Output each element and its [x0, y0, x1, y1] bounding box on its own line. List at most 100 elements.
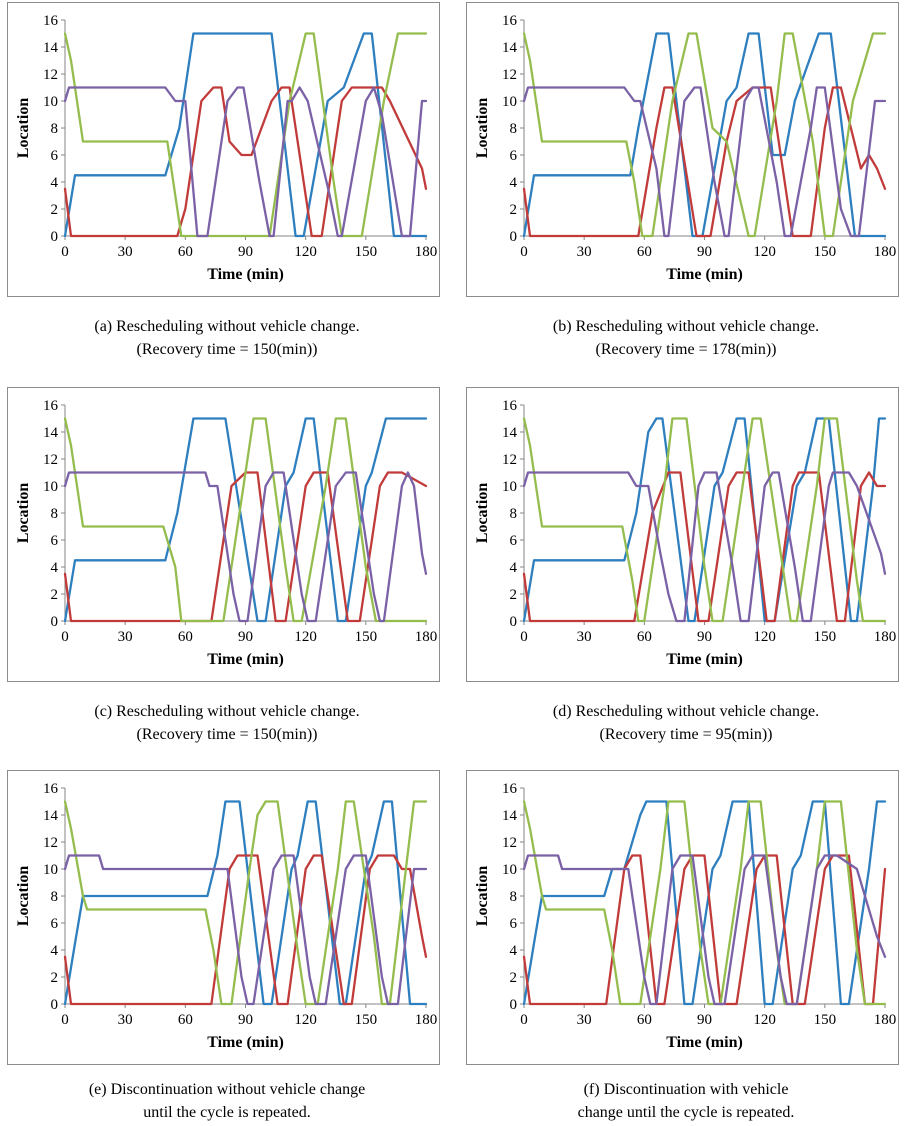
y-axis-title: Location	[15, 866, 32, 927]
x-tick-label: 180	[874, 244, 897, 260]
x-tick-label: 90	[697, 629, 712, 645]
y-tick-label: 16	[502, 781, 518, 797]
series-line-blue	[522, 417, 887, 623]
series-line-red	[63, 854, 428, 1006]
y-axis-title: Location	[474, 483, 491, 544]
x-tick-label: 90	[697, 244, 712, 260]
y-tick-label: 14	[502, 808, 518, 824]
x-tick-label: 150	[814, 629, 837, 645]
caption-line-2: (Recovery time = 95(min))	[599, 726, 773, 743]
x-tick-label: 0	[61, 629, 69, 645]
caption: (d) Rescheduling without vehicle change.…	[466, 700, 906, 746]
series-line-purple	[522, 471, 887, 623]
chart-frame: 0 2 4 6 8 10 12 14 16 0 30 60 90 120 150 180 Time (min) L…	[7, 387, 440, 682]
x-tick-label: 150	[814, 244, 837, 260]
y-tick-label: 6	[510, 533, 518, 549]
y-tick-label: 6	[510, 148, 518, 164]
x-tick-label: 150	[814, 1012, 837, 1028]
series-line-green	[522, 417, 887, 623]
x-tick-label: 120	[294, 244, 317, 260]
y-tick-label: 2	[51, 970, 59, 986]
line-chart: 0 2 4 6 8 10 12 14 16 0 30 60 90 120 150 180 Time (min) L…	[15, 781, 438, 1051]
y-tick-label: 6	[51, 533, 59, 549]
x-tick-label: 60	[178, 629, 193, 645]
x-tick-label: 150	[355, 629, 378, 645]
y-tick-label: 8	[51, 121, 59, 137]
caption-line-1: (b) Rescheduling without vehicle change.	[552, 318, 820, 335]
x-tick-label: 30	[118, 244, 133, 260]
caption: (c) Rescheduling without vehicle change.…	[7, 700, 447, 746]
y-tick-label: 6	[51, 916, 59, 932]
caption-line-1: (f) Discontinuation with vehicle	[583, 1081, 789, 1098]
chart-frame: 0 2 4 6 8 10 12 14 16 0 30 60 90 120 150 180 Time (min) L…	[466, 2, 899, 297]
y-tick-label: 16	[502, 398, 518, 414]
y-tick-label: 4	[51, 175, 59, 191]
x-tick-label: 180	[874, 1012, 897, 1028]
x-tick-label: 0	[61, 1012, 69, 1028]
x-axis-title: Time (min)	[666, 651, 743, 668]
series-line-purple	[63, 854, 428, 1006]
y-tick-label: 2	[51, 202, 59, 218]
y-tick-label: 16	[502, 13, 518, 29]
caption-line-2: (Recovery time = 150(min))	[136, 341, 318, 358]
y-tick-label: 16	[43, 781, 59, 797]
series-line-blue	[522, 32, 887, 238]
y-tick-label: 14	[43, 808, 59, 824]
y-tick-label: 4	[51, 943, 59, 959]
x-tick-label: 0	[520, 1012, 528, 1028]
series-line-green	[522, 32, 887, 238]
y-tick-label: 0	[510, 614, 518, 630]
y-tick-label: 2	[510, 202, 518, 218]
y-tick-label: 2	[510, 970, 518, 986]
y-tick-label: 0	[51, 229, 59, 245]
y-tick-label: 6	[51, 148, 59, 164]
y-tick-label: 8	[51, 506, 59, 522]
line-chart: 0 2 4 6 8 10 12 14 16 0 30 60 90 120 150 180 Time (min) L…	[474, 398, 897, 668]
y-tick-label: 16	[43, 13, 59, 29]
y-tick-label: 14	[43, 425, 59, 441]
x-tick-label: 180	[415, 629, 438, 645]
x-tick-label: 60	[637, 1012, 652, 1028]
x-tick-label: 90	[238, 244, 253, 260]
y-tick-label: 4	[510, 175, 518, 191]
y-tick-label: 12	[502, 452, 517, 468]
x-tick-label: 30	[118, 1012, 133, 1028]
y-tick-label: 6	[510, 916, 518, 932]
y-tick-label: 10	[502, 862, 517, 878]
caption: (e) Discontinuation without vehicle chan…	[7, 1078, 447, 1124]
y-tick-label: 12	[43, 452, 58, 468]
series-line-green	[63, 32, 428, 238]
x-tick-label: 120	[753, 629, 776, 645]
x-tick-label: 120	[294, 629, 317, 645]
caption-line-2: (Recovery time = 150(min))	[136, 726, 318, 743]
x-tick-label: 120	[294, 1012, 317, 1028]
x-tick-label: 60	[178, 244, 193, 260]
y-tick-label: 10	[43, 862, 58, 878]
y-tick-label: 14	[502, 425, 518, 441]
x-tick-label: 90	[238, 1012, 253, 1028]
caption: (f) Discontinuation with vehicle change …	[466, 1078, 906, 1124]
series-line-red	[63, 86, 428, 238]
x-tick-label: 150	[355, 1012, 378, 1028]
y-axis-title: Location	[474, 866, 491, 927]
line-chart: 0 2 4 6 8 10 12 14 16 0 30 60 90 120 150 180 Time (min) L…	[474, 781, 897, 1051]
x-tick-label: 30	[577, 244, 592, 260]
y-tick-label: 0	[51, 997, 59, 1013]
y-tick-label: 16	[43, 398, 59, 414]
y-tick-label: 10	[502, 94, 517, 110]
y-tick-label: 8	[510, 889, 518, 905]
y-axis-title: Location	[15, 98, 32, 159]
y-axis-title: Location	[15, 483, 32, 544]
series-line-green	[63, 417, 428, 623]
x-tick-label: 30	[577, 629, 592, 645]
y-tick-label: 10	[43, 479, 58, 495]
y-tick-label: 10	[43, 94, 58, 110]
x-tick-label: 180	[874, 629, 897, 645]
caption-line-2: (Recovery time = 178(min))	[595, 341, 777, 358]
x-tick-label: 180	[415, 1012, 438, 1028]
x-axis-title: Time (min)	[207, 651, 284, 668]
y-axis-title: Location	[474, 98, 491, 159]
x-tick-label: 0	[520, 629, 528, 645]
y-tick-label: 12	[43, 67, 58, 83]
series-line-purple	[63, 471, 428, 623]
